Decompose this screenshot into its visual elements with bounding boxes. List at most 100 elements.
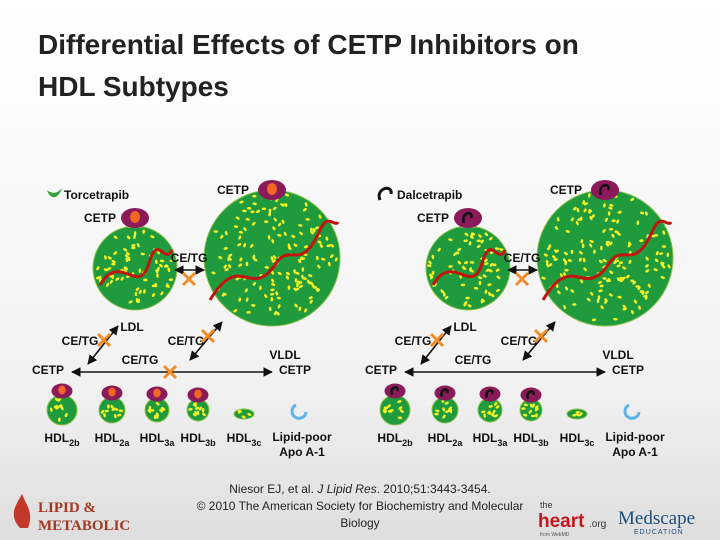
lipid-dot xyxy=(586,297,591,302)
lipid-dot xyxy=(630,197,635,202)
lipid-dot xyxy=(285,275,290,280)
lipid-dot xyxy=(142,229,145,234)
lipid-dot xyxy=(469,261,475,264)
lipid-dot xyxy=(317,264,321,269)
lipid-dot xyxy=(143,278,148,282)
lipid-dot xyxy=(167,267,171,272)
lipid-dot xyxy=(245,217,250,221)
dalcetrapib-mark xyxy=(440,388,449,398)
lipid-dot xyxy=(317,240,322,244)
lipid-dot xyxy=(312,286,317,289)
label: Apo A-1 xyxy=(279,445,325,459)
lipid-dot xyxy=(605,242,610,247)
lipid-dot xyxy=(591,318,597,322)
lipid-dot xyxy=(140,252,145,256)
blocked-x xyxy=(96,332,112,348)
lipid-dot xyxy=(616,219,620,224)
lipid-dot xyxy=(583,202,589,206)
lipid-dot xyxy=(293,287,297,292)
lipid-dot xyxy=(434,412,439,416)
lipid-dot xyxy=(243,243,247,248)
lipid-dot xyxy=(598,289,603,293)
lipid-dot xyxy=(303,245,309,249)
panel: Torcetrapib CETP CETP CE/TG LDL CE/TG CE/TG VLD… xyxy=(32,180,341,459)
lipid-dot xyxy=(576,208,580,213)
lipid-dot xyxy=(583,267,587,272)
lipid-dot xyxy=(308,281,313,285)
dalcetrapib-mark xyxy=(390,386,399,396)
lipid-dot xyxy=(287,285,291,290)
lipid-dot xyxy=(427,264,432,268)
lipid-dot xyxy=(545,259,549,265)
lipid-dot xyxy=(309,299,313,304)
lipid-dot xyxy=(397,400,402,403)
lipid-dot xyxy=(457,247,462,252)
lipid-dot xyxy=(399,409,404,413)
lipid-dot xyxy=(55,406,60,410)
lipid-dot xyxy=(490,293,495,298)
label: CE/TG xyxy=(122,353,159,367)
lipid-dot xyxy=(299,231,303,236)
lipid-dot xyxy=(387,410,392,413)
lipid-dot xyxy=(294,303,298,308)
lipid-dot xyxy=(246,311,251,314)
heart-logo: the heart .org from WebMD xyxy=(538,500,606,538)
lipid-dot xyxy=(488,236,493,241)
lipid-dot xyxy=(639,239,644,243)
lipid-dot xyxy=(583,208,587,213)
lipid-dot xyxy=(60,406,64,411)
lipid-dot xyxy=(444,401,449,405)
lipid-dot xyxy=(460,283,466,287)
hdl-name: HDL xyxy=(44,431,69,445)
lipid-dot xyxy=(467,304,472,308)
lipid-dot xyxy=(543,253,548,257)
lipid-dot xyxy=(581,243,585,249)
lipid-dot xyxy=(325,236,329,241)
label: CE/TG xyxy=(455,353,492,367)
lipid-dot xyxy=(488,269,493,273)
lipid-dot xyxy=(293,243,298,247)
hdl-label: HDL3c xyxy=(227,431,262,448)
lipid-dot xyxy=(247,412,252,416)
lipid-dot xyxy=(277,233,282,237)
logo-text: .org xyxy=(589,519,606,530)
lipid-dot xyxy=(284,193,290,197)
lipid-dot xyxy=(138,268,142,273)
lipid-dot xyxy=(570,289,575,293)
lipid-dot xyxy=(618,261,624,265)
lipid-dot xyxy=(159,259,165,263)
lipid-dot xyxy=(228,253,233,258)
lipid-dot xyxy=(264,294,268,299)
lipid-dot xyxy=(275,291,279,296)
lipid-dot xyxy=(448,406,453,410)
lipid-dot xyxy=(478,280,482,286)
lipid-dot xyxy=(489,262,494,267)
apo-a1 xyxy=(623,403,641,420)
lipid-dot xyxy=(480,299,484,304)
lipid-dot xyxy=(488,291,492,297)
lipid-dot xyxy=(630,279,635,283)
lipid-dot xyxy=(448,238,453,242)
label: VLDL xyxy=(602,348,633,362)
lipid-dot xyxy=(159,263,163,268)
lipid-dot xyxy=(100,409,105,414)
lipid-dot xyxy=(272,226,276,231)
lipid-dot xyxy=(107,256,112,260)
hdl-name: HDL xyxy=(513,431,538,445)
lipid-dot xyxy=(242,209,247,213)
lipid-dot xyxy=(155,412,159,417)
lipid-dot xyxy=(476,239,481,243)
lipid-dot xyxy=(302,208,307,212)
hdl-label: HDL3b xyxy=(513,431,549,448)
lipid-dot xyxy=(495,405,500,409)
lipid-dot xyxy=(667,264,671,269)
lipid-dot xyxy=(103,413,106,418)
lipid-dot xyxy=(270,256,274,261)
lipid-dot xyxy=(243,227,247,232)
lipid-dot xyxy=(315,288,320,292)
lipid-dot xyxy=(579,412,583,416)
label: Torcetrapib xyxy=(64,188,129,202)
lipid-dot xyxy=(271,270,275,275)
lipid-dot xyxy=(547,246,551,251)
